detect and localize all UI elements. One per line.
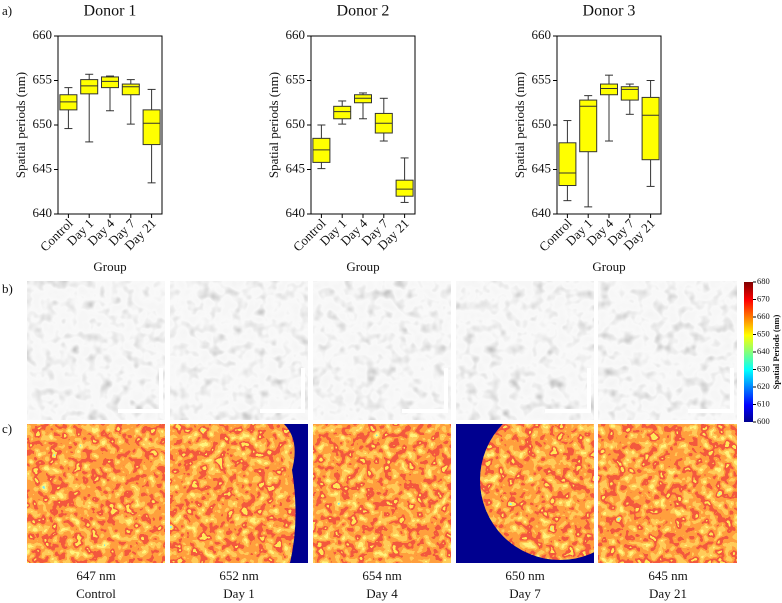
- box: [121, 83, 140, 96]
- y-tick-label: 640: [286, 205, 306, 220]
- colorbar-tick-label: 620: [757, 381, 770, 391]
- image-group: Day 21: [649, 586, 687, 601]
- chart-title: Donor 2: [337, 3, 390, 20]
- y-tick-label: 640: [33, 205, 53, 220]
- image-period: 650 nm: [505, 568, 544, 583]
- image-period: 645 nm: [648, 568, 687, 583]
- colorbar-axis: 600 610 620 630 640 650 660 670 680 Spatial Perio…: [753, 276, 781, 426]
- scale-bars: [118, 368, 734, 413]
- x-axis-label: Group: [592, 259, 625, 274]
- x-axis-label: Group: [93, 259, 126, 274]
- y-tick-label: 645: [286, 160, 306, 175]
- image-period: 647 nm: [76, 568, 115, 583]
- chart-title: Donor 3: [583, 3, 636, 20]
- colorbar-tick-label: 600: [757, 416, 770, 426]
- colorbar-tick-label: 610: [757, 398, 770, 408]
- microscopy-image: [27, 281, 165, 420]
- box: [600, 83, 618, 96]
- box: [641, 96, 660, 161]
- y-axis-label: Spatial periods (nm): [512, 72, 527, 178]
- y-tick-label: 650: [286, 116, 306, 131]
- panel-label: b): [2, 281, 13, 296]
- y-tick-label: 660: [33, 27, 53, 42]
- background-region: [284, 424, 308, 563]
- box: [80, 79, 99, 95]
- y-axis-label: Spatial periods (nm): [266, 72, 281, 178]
- colorbar-tick-label: 630: [757, 363, 770, 373]
- x-axis-label: Group: [346, 259, 379, 274]
- y-tick-label: 655: [532, 71, 552, 86]
- period-map: [598, 424, 737, 563]
- box: [579, 99, 598, 153]
- period-map: [313, 424, 451, 563]
- colorbar-tick-label: 670: [757, 293, 770, 303]
- y-tick-label: 645: [33, 160, 53, 175]
- image-panels: [27, 281, 753, 563]
- y-tick-label: 650: [532, 116, 552, 131]
- image-group: Day 7: [509, 586, 541, 601]
- image-group: Day 1: [223, 586, 254, 601]
- box: [395, 179, 414, 197]
- box: [620, 86, 639, 101]
- chart-title: Donor 1: [84, 3, 137, 20]
- microscopy-image: [170, 281, 308, 420]
- colorbar-tick-label: 680: [757, 276, 770, 286]
- y-tick-label: 650: [33, 116, 53, 131]
- microscopy-image: [598, 281, 737, 420]
- y-tick-label: 655: [286, 71, 306, 86]
- panel-label: c): [2, 421, 12, 436]
- y-tick-label: 660: [286, 27, 306, 42]
- y-tick-label: 660: [532, 27, 552, 42]
- y-tick-label: 655: [33, 71, 53, 86]
- y-tick-label: 645: [532, 160, 552, 175]
- box: [142, 109, 161, 146]
- period-map: [27, 424, 165, 563]
- colorbar-tick-label: 640: [757, 346, 770, 356]
- image-period: 652 nm: [219, 568, 258, 583]
- y-axis-label: Spatial periods (nm): [13, 72, 28, 178]
- image-period: 654 nm: [362, 568, 401, 583]
- box: [558, 142, 577, 187]
- box: [101, 76, 119, 89]
- colorbar: [744, 282, 753, 422]
- colorbar-tick-label: 660: [757, 311, 770, 321]
- period-map: [170, 424, 308, 563]
- microscopy-image: [313, 281, 451, 420]
- colorbar-label: Spatial Periods (nm): [771, 315, 781, 390]
- box: [333, 105, 352, 120]
- image-group: Control: [76, 586, 116, 601]
- panel-label: a): [2, 3, 12, 18]
- colorbar-tick-label: 650: [757, 328, 770, 338]
- microscopy-image: [456, 281, 594, 420]
- image-group: Day 4: [366, 586, 398, 601]
- y-tick-label: 640: [532, 205, 552, 220]
